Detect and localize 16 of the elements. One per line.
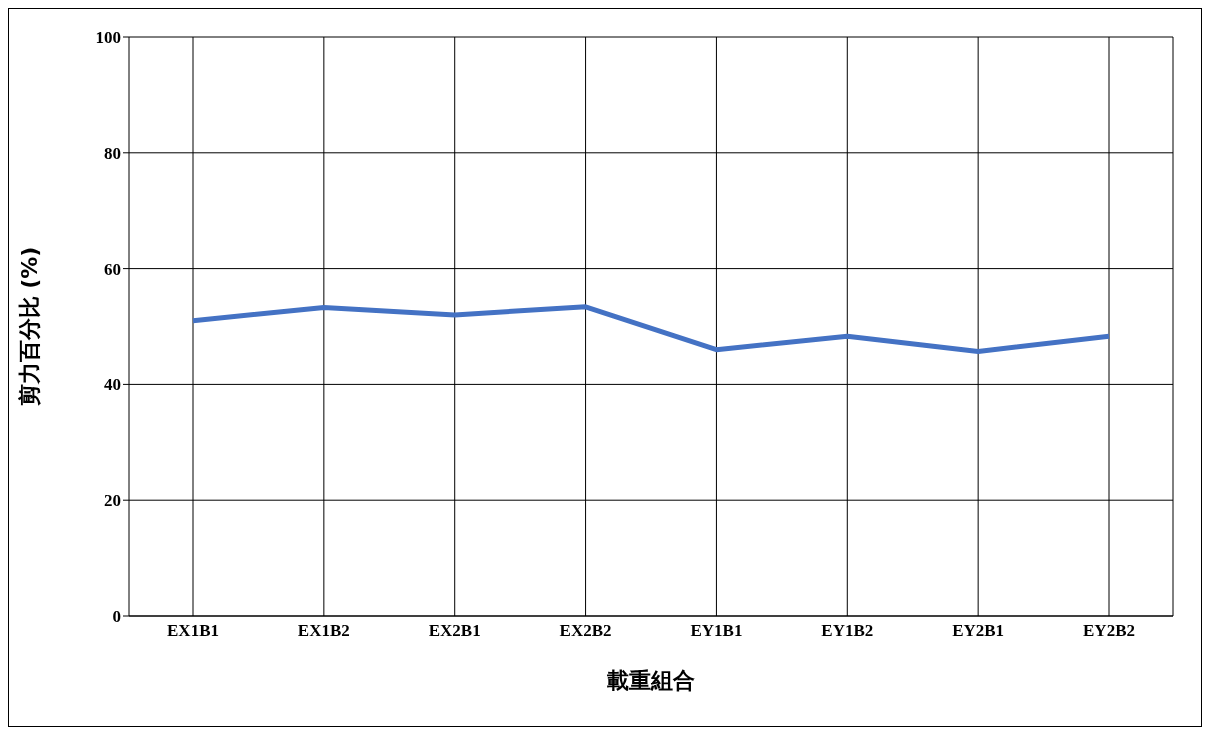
y-tick-label: 80: [104, 143, 121, 163]
x-tick-label: EY1B2: [821, 621, 874, 641]
y-tick-label: 60: [104, 259, 121, 279]
x-tick-label: EY2B1: [952, 621, 1005, 641]
x-tick-label: EX1B1: [167, 621, 219, 641]
y-axis-title: 剪力百分比 (%): [16, 246, 42, 407]
y-tick-label: 0: [112, 607, 121, 627]
y-tick-label: 20: [104, 491, 121, 511]
y-tick-label: 40: [104, 375, 121, 395]
x-axis-title: 載重組合: [606, 668, 695, 693]
x-tick-label: EY2B2: [1083, 621, 1135, 641]
y-tick-label: 100: [95, 28, 121, 48]
x-tick-label: EX1B2: [297, 621, 350, 641]
x-tick-label: EY1B1: [690, 621, 743, 641]
x-tick-label: EX2B2: [559, 621, 612, 641]
x-tick-label: EX2B1: [428, 621, 481, 641]
